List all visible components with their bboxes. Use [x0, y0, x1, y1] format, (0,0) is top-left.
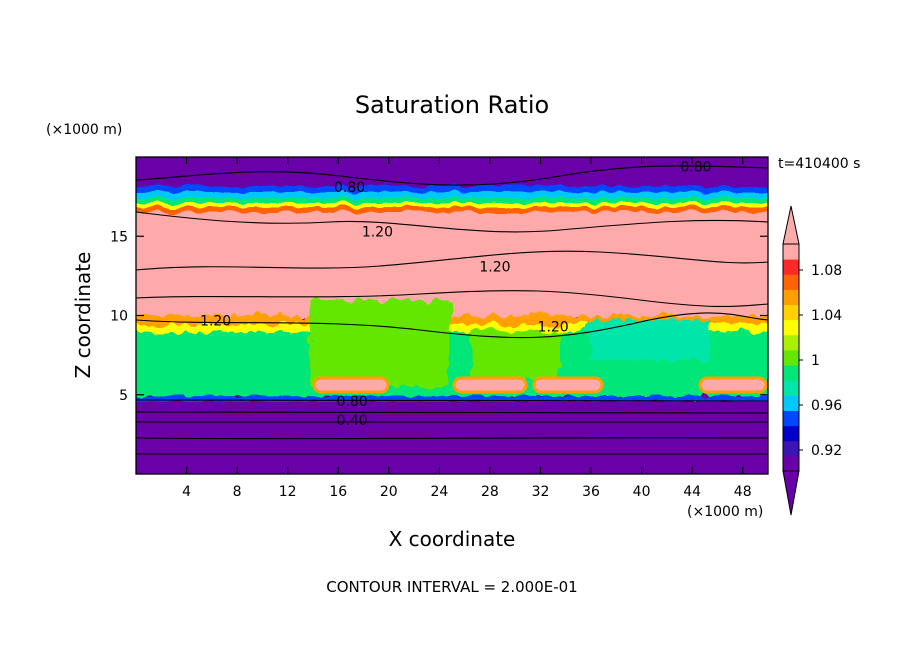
x-tick-label: 4 — [182, 484, 191, 500]
contour-label: 0.80 — [680, 160, 711, 176]
colorbar-extend-max — [782, 205, 800, 245]
x-tick-label: 48 — [734, 484, 752, 500]
colorbar-segment — [783, 440, 799, 457]
y-tick-label: 10 — [110, 309, 128, 325]
x-tick-label: 36 — [582, 484, 600, 500]
colorbar-segment — [783, 319, 799, 336]
contour-label: 1.20 — [538, 320, 569, 336]
y-tick-label: 5 — [119, 388, 128, 404]
colorbar-segment — [783, 244, 799, 260]
x-tick-label: 44 — [683, 484, 701, 500]
colorbar-label: 1.08 — [811, 263, 842, 279]
contour-label: 1.20 — [479, 259, 510, 275]
y-axis: 5 10 15 — [110, 229, 768, 404]
colorbar-segment — [783, 289, 799, 306]
x-tick-label: 40 — [633, 484, 651, 500]
colorbar-label: 0.92 — [811, 443, 842, 459]
x-tick-label: 16 — [329, 484, 347, 500]
colorbar-label: 1 — [811, 353, 820, 369]
colorbar-frame — [782, 243, 800, 472]
colorbar-segment — [783, 395, 799, 411]
colorbar-segment — [783, 304, 799, 321]
y-axis-title: Z coordinate — [71, 252, 95, 379]
contour-label: 0.80 — [337, 394, 368, 410]
colorbar-segment — [783, 259, 799, 275]
colorbar-segment — [783, 425, 799, 442]
colorbar-segment — [783, 380, 799, 396]
contour-label: 0.40 — [337, 413, 368, 429]
x-axis-title: X coordinate — [389, 527, 516, 551]
colorbar-segment — [783, 274, 799, 290]
colorbar-extend-min — [782, 470, 800, 516]
contour-label: 0.80 — [334, 180, 365, 196]
saturation-field — [136, 157, 768, 474]
x-unit-label: (×1000 m) — [687, 504, 763, 520]
x-tick-label: 12 — [279, 484, 297, 500]
colorbar-label: 1.04 — [811, 308, 842, 324]
contour-interval-footer: CONTOUR INTERVAL = 2.000E-01 — [326, 578, 577, 596]
chart-title: Saturation Ratio — [355, 91, 549, 119]
x-tick-label: 28 — [481, 484, 499, 500]
contour-label: 1.20 — [362, 224, 393, 240]
colorbar-segment — [783, 334, 799, 351]
x-axis: 4 8 12 16 20 24 28 32 36 40 44 48 — [182, 157, 752, 500]
x-tick-label: 8 — [233, 484, 242, 500]
x-tick-label: 20 — [380, 484, 398, 500]
x-tick-label: 24 — [430, 484, 448, 500]
time-label: t=410400 s — [778, 156, 860, 172]
y-tick-label: 15 — [110, 229, 128, 245]
x-tick-label: 32 — [532, 484, 550, 500]
colorbar-segment — [783, 455, 799, 472]
colorbar-label: 0.96 — [811, 398, 842, 414]
contour-label: 1.20 — [200, 313, 231, 329]
y-unit-label: (×1000 m) — [46, 122, 122, 138]
colorbar-segment — [783, 410, 799, 427]
colorbar-segment — [783, 349, 799, 366]
colorbar-segment — [783, 365, 799, 381]
contour-labels: 0.80 0.80 1.20 1.20 1.20 1.20 0.80 0.40 — [200, 160, 711, 430]
colorbar: 0.92 0.96 1 1.04 1.08 — [782, 205, 842, 516]
